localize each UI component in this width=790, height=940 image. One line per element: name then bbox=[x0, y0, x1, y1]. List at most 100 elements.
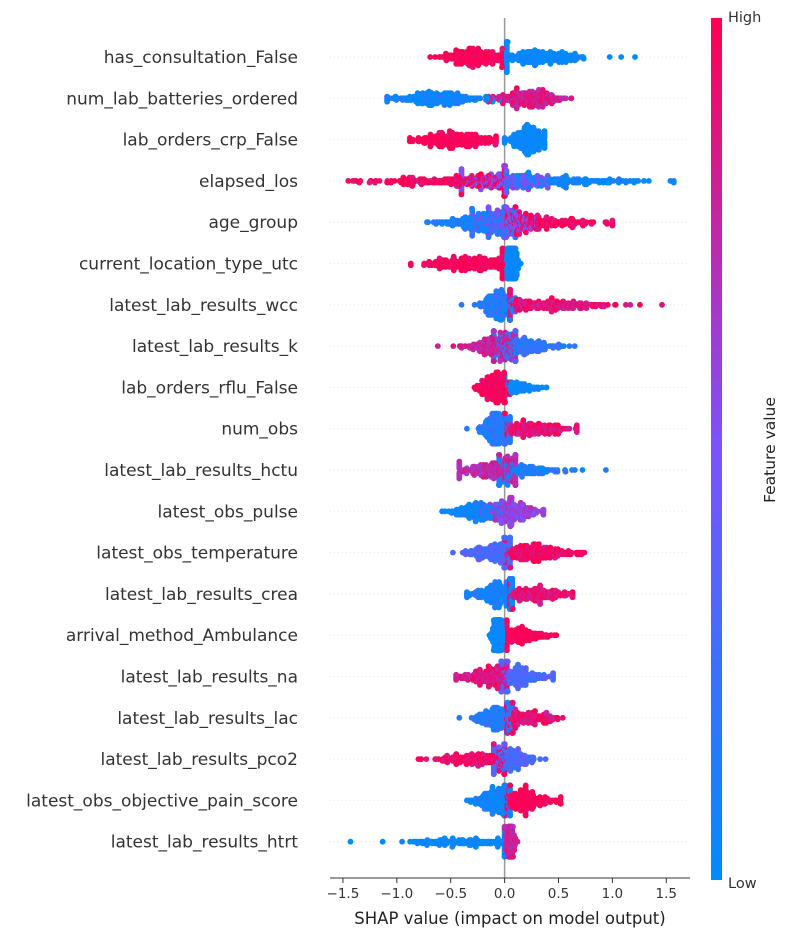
feature-row-points bbox=[345, 163, 677, 199]
shap-point bbox=[512, 358, 519, 364]
shap-point bbox=[571, 343, 578, 349]
shap-point bbox=[485, 204, 492, 211]
shap-point bbox=[499, 45, 506, 52]
shap-point bbox=[562, 95, 569, 102]
shap-point bbox=[539, 86, 546, 93]
shap-point bbox=[604, 301, 611, 308]
shap-point bbox=[566, 343, 573, 349]
shap-point bbox=[535, 128, 542, 135]
shap-point bbox=[612, 301, 619, 308]
feature-row-points bbox=[434, 328, 578, 364]
shap-point bbox=[503, 167, 510, 174]
shap-point bbox=[421, 262, 427, 269]
shap-point bbox=[522, 210, 529, 217]
shap-point bbox=[469, 205, 475, 212]
shap-point bbox=[497, 329, 504, 336]
shap-point bbox=[490, 328, 497, 334]
feature-row-points bbox=[458, 286, 665, 323]
shap-point bbox=[635, 178, 642, 184]
shap-point bbox=[483, 308, 489, 315]
shap-point bbox=[407, 262, 414, 269]
feature-row-points bbox=[407, 245, 524, 282]
shap-point bbox=[446, 128, 453, 135]
shap-point bbox=[490, 358, 497, 364]
shap-point bbox=[504, 39, 511, 45]
shap-point bbox=[604, 221, 610, 227]
shap-point bbox=[450, 343, 457, 349]
shap-point bbox=[513, 250, 520, 257]
shap-point bbox=[563, 59, 569, 65]
shap-point bbox=[543, 214, 550, 221]
shap-point bbox=[366, 179, 373, 186]
shap-point bbox=[396, 178, 403, 184]
shap-point bbox=[606, 54, 613, 60]
shap-point bbox=[436, 54, 443, 60]
shap-point bbox=[453, 47, 459, 54]
shap-point bbox=[430, 219, 437, 226]
shap-point bbox=[499, 64, 505, 71]
shap-point bbox=[483, 93, 489, 100]
shap-point bbox=[563, 184, 569, 191]
shap-point bbox=[458, 166, 465, 172]
shap-point bbox=[609, 222, 616, 229]
shap-point bbox=[512, 328, 519, 334]
shap-point bbox=[434, 343, 441, 349]
shap-point bbox=[609, 217, 616, 224]
shap-point bbox=[560, 343, 567, 349]
shap-point bbox=[384, 98, 390, 105]
shap-point bbox=[670, 179, 677, 186]
shap-point bbox=[627, 301, 634, 308]
feature-row-points bbox=[471, 369, 550, 406]
feature-row-points bbox=[406, 121, 548, 158]
shap-point bbox=[497, 358, 503, 364]
beeswarm-points bbox=[345, 39, 677, 860]
shap-point bbox=[544, 184, 551, 191]
shap-point bbox=[512, 204, 519, 211]
shap-point bbox=[484, 396, 491, 403]
shap-point bbox=[541, 145, 548, 152]
shap-point bbox=[499, 245, 506, 252]
shap-point bbox=[458, 191, 465, 198]
shap-point bbox=[632, 54, 638, 60]
shap-point bbox=[536, 146, 542, 153]
shap-point bbox=[345, 178, 352, 184]
shap-point bbox=[637, 301, 643, 308]
shap-point bbox=[513, 85, 520, 91]
shap-point bbox=[471, 384, 478, 391]
shap-point bbox=[517, 260, 524, 267]
feature-row-points bbox=[427, 39, 638, 75]
shap-point bbox=[568, 95, 575, 102]
shap-point bbox=[590, 219, 597, 226]
shap-point bbox=[427, 143, 434, 150]
shap-point bbox=[503, 189, 510, 196]
shap-point bbox=[443, 57, 450, 64]
shap-point bbox=[499, 275, 506, 282]
shap-point bbox=[443, 50, 449, 57]
shap-point bbox=[543, 226, 550, 232]
shap-point bbox=[541, 128, 548, 135]
shap-point bbox=[458, 301, 465, 308]
shap-point bbox=[427, 54, 434, 60]
shap-point bbox=[471, 301, 478, 308]
shap-point bbox=[453, 60, 460, 67]
shap-point bbox=[503, 69, 510, 75]
shap-point bbox=[618, 54, 625, 60]
shap-point bbox=[516, 231, 523, 238]
shap-point bbox=[580, 55, 587, 62]
shap-point bbox=[479, 377, 485, 384]
shap-point bbox=[384, 179, 390, 186]
shap-point bbox=[543, 384, 550, 391]
shap-point bbox=[424, 219, 430, 226]
shap-point bbox=[507, 286, 514, 293]
feature-row-points bbox=[384, 85, 575, 112]
shap-point bbox=[415, 135, 422, 141]
shap-point bbox=[432, 54, 439, 60]
shap-point bbox=[541, 341, 548, 348]
shap-point bbox=[516, 209, 523, 215]
shap-point bbox=[406, 135, 413, 141]
shap-point bbox=[659, 301, 665, 308]
shap-point bbox=[456, 343, 463, 349]
shap-point bbox=[513, 272, 520, 279]
shap-point bbox=[469, 232, 476, 239]
